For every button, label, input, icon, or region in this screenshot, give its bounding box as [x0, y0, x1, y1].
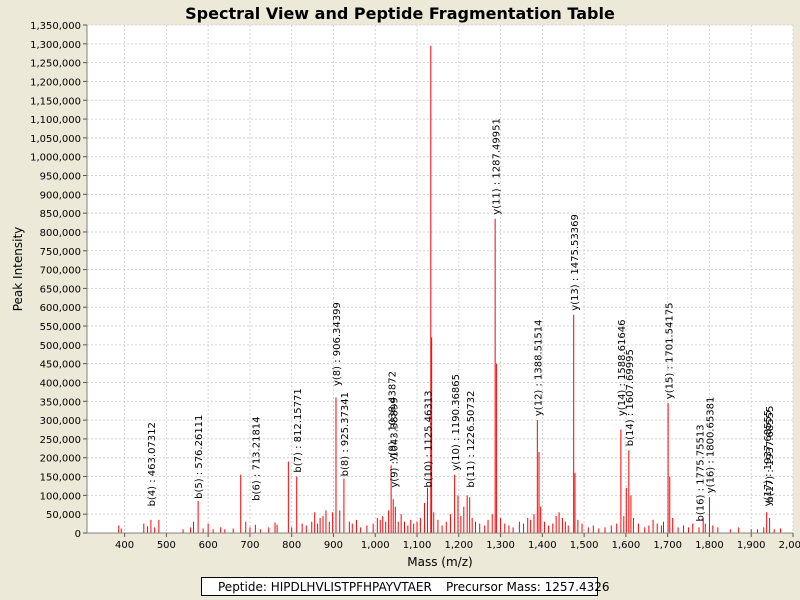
fragment-annotations: b(4) : 463.07312 b(5) : 576.26111 b(6) : 7…	[147, 118, 776, 521]
grid-lines	[87, 24, 794, 533]
y-tick-label: 550,000	[40, 322, 81, 333]
fragment-label: y(17) : 1937.68555	[763, 410, 774, 507]
fragment-label: y(9) : 1038.43872	[387, 371, 398, 461]
y-tick-label: 1,100,000	[30, 115, 81, 126]
x-axis-label: Mass (m/z)	[407, 555, 472, 569]
x-tick-label: 700	[240, 540, 259, 551]
fragment-label: b(16) : 1775.75513	[695, 424, 706, 521]
x-tick-label: 1,700	[653, 540, 682, 551]
x-tick-label: 1,400	[528, 540, 557, 551]
fragment-label: b(6) : 713.21814	[251, 416, 262, 500]
y-tick-label: 950,000	[40, 172, 81, 183]
plot-background	[87, 25, 793, 533]
y-tick-label: 1,150,000	[30, 96, 81, 107]
peptide-label: Peptide: HIPDLHVLISTPFHPAYVTAER	[218, 580, 432, 594]
y-tick-label: 1,250,000	[30, 59, 81, 70]
x-tick-label: 2,000	[779, 540, 800, 551]
x-tick-label: 600	[199, 540, 218, 551]
y-axis-label: Peak Intensity	[11, 227, 25, 312]
y-tick-label: 750,000	[40, 247, 81, 258]
x-tick-label: 900	[324, 540, 343, 551]
peaks-layer	[118, 45, 781, 533]
y-tick-label: 150,000	[40, 473, 81, 484]
fragment-label: b(8) : 925.37341	[340, 392, 351, 476]
y-tick-label: 1,200,000	[30, 77, 81, 88]
fragment-label: y(12) : 1388.51514	[534, 319, 545, 416]
y-tick-label: 0	[75, 529, 81, 540]
x-tick-label: 1,800	[695, 540, 724, 551]
y-tick-label: 900,000	[40, 190, 81, 201]
y-tick-label: 800,000	[40, 228, 81, 239]
fragment-label: y(10) : 1190.36865	[451, 374, 462, 471]
y-tick-label: 1,000,000	[30, 153, 81, 164]
y-tick-label: 300,000	[40, 416, 81, 427]
x-tick-label: 1,600	[612, 540, 641, 551]
y-tick-label: 50,000	[46, 510, 81, 521]
fragment-label: b(11) : 1226.50732	[466, 391, 477, 488]
x-tick-label: 800	[282, 540, 301, 551]
fragment-label: y(8) : 906.34399	[332, 302, 343, 386]
y-tick-label: 500,000	[40, 341, 81, 352]
fragment-label: b(7) : 812.15771	[293, 388, 304, 472]
y-tick-label: 1,300,000	[30, 40, 81, 51]
x-tick-label: 1,500	[570, 540, 599, 551]
fragment-label: b(5) : 576.26111	[194, 415, 205, 499]
fragment-label: y(14) : 1588.61646	[617, 319, 628, 416]
y-tick-label: 200,000	[40, 454, 81, 465]
x-tick-label: 1,300	[486, 540, 515, 551]
x-tick-label: 1,900	[737, 540, 766, 551]
fragment-label: y(13) : 1475.53369	[570, 214, 581, 311]
y-tick-label: 700,000	[40, 266, 81, 277]
fragment-label: b(14) : 1607.69995	[625, 349, 636, 446]
x-tick-label: 1,100	[403, 540, 432, 551]
y-tick-label: 850,000	[40, 209, 81, 220]
y-tick-label: 400,000	[40, 378, 81, 389]
fragment-label: b(17) : 1937.68555	[765, 406, 776, 503]
x-tick-label: 400	[115, 540, 134, 551]
chart-title: Spectral View and Peptide Fragmentation …	[185, 4, 615, 23]
fragment-label: b(4) : 463.07312	[147, 422, 158, 506]
x-tick-label: 500	[157, 540, 176, 551]
y-tick-label: 100,000	[40, 491, 81, 502]
fragment-label: y(11) : 1287.49951	[491, 118, 502, 215]
fragment-label: y(9) : 1043.38899	[389, 397, 400, 487]
y-tick-label: 450,000	[40, 360, 81, 371]
fragment-label: y(16) : 1800.65381	[706, 397, 717, 494]
y-tick-label: 1,050,000	[30, 134, 81, 145]
precursor-mass-label: Precursor Mass: 1257.4326	[446, 580, 610, 594]
y-tick-label: 250,000	[40, 435, 81, 446]
peptide-info-box: Peptide: HIPDLHVLISTPFHPAYVTAER Precurso…	[201, 577, 610, 596]
y-tick-label: 350,000	[40, 397, 81, 408]
y-tick-label: 1,350,000	[30, 21, 81, 32]
y-tick-label: 600,000	[40, 303, 81, 314]
x-tick-label: 1,200	[444, 540, 473, 551]
fragment-label: y(15) : 1701.54175	[664, 303, 675, 400]
fragment-label: b(10) : 1125.46313	[424, 391, 435, 488]
y-tick-label: 650,000	[40, 284, 81, 295]
axes: 0 50,000 100,000 150,000 200,000 250,000 300,0…	[30, 21, 800, 551]
x-tick-label: 1,000	[361, 540, 390, 551]
